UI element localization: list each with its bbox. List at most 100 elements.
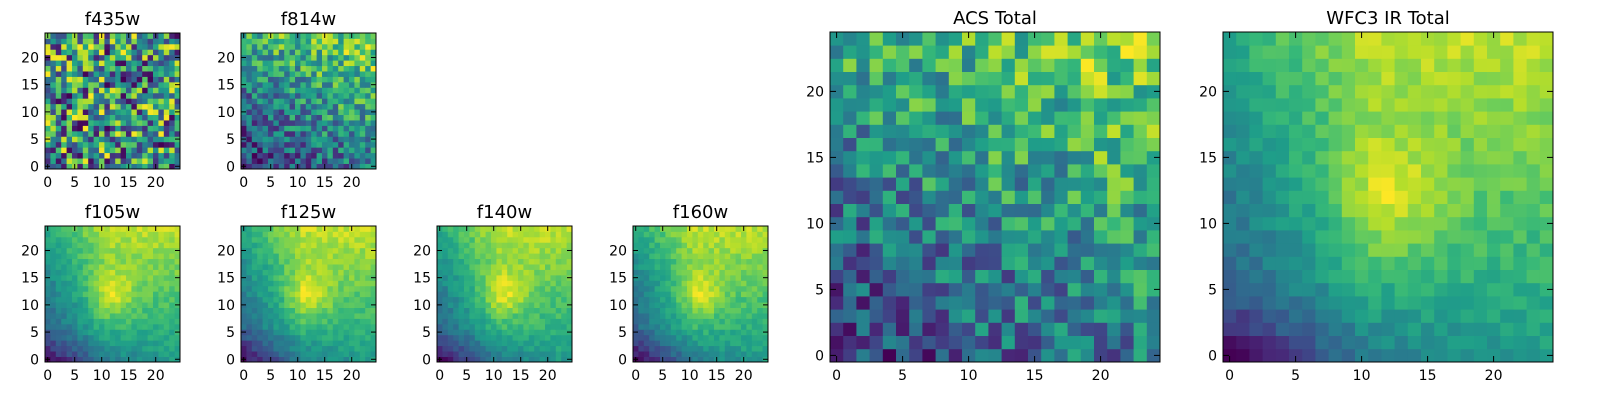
heatmap-cell: [50, 136, 57, 143]
heatmap-cell: [869, 124, 884, 138]
x-tick-label: 20: [539, 368, 557, 384]
heatmap-cell: [501, 302, 508, 308]
heatmap-cell: [843, 32, 857, 46]
heatmap-cell: [523, 356, 530, 363]
heatmap-cell: [257, 158, 263, 164]
heatmap-cell: [665, 242, 672, 249]
heatmap-cell: [1014, 230, 1029, 244]
heatmap-cell: [643, 264, 650, 270]
heatmap-cell: [305, 329, 312, 336]
heatmap-cell: [131, 247, 138, 254]
heatmap-cell: [251, 269, 258, 276]
heatmap-cell: [131, 351, 138, 357]
heatmap-cell: [714, 242, 720, 249]
heatmap-cell: [311, 141, 317, 148]
panel-title: ACS Total: [953, 8, 1037, 29]
heatmap-cell: [1067, 203, 1082, 218]
heatmap-cell: [550, 264, 557, 270]
heatmap-cell: [1539, 296, 1554, 310]
heatmap-cell: [638, 307, 645, 314]
heatmap-cell: [289, 323, 296, 330]
heatmap-cell: [77, 296, 84, 303]
heatmap-cell: [45, 141, 51, 148]
heatmap-cell: [687, 236, 693, 243]
heatmap-cell: [88, 274, 94, 281]
heatmap-cell: [485, 302, 492, 308]
heatmap-cell: [1434, 243, 1448, 257]
heatmap-cell: [349, 264, 355, 270]
heatmap-cell: [55, 163, 62, 170]
heatmap-cell: [464, 274, 470, 281]
heatmap-cell: [762, 231, 769, 238]
heatmap-cell: [458, 318, 465, 325]
heatmap-cell: [354, 242, 361, 249]
heatmap-cell: [174, 242, 181, 249]
heatmap-cell: [566, 345, 573, 352]
heatmap-cell: [120, 236, 127, 243]
heatmap-cell: [246, 43, 253, 50]
heatmap-cell: [757, 356, 763, 363]
heatmap-cell: [322, 158, 328, 164]
heatmap-cell: [708, 318, 715, 325]
heatmap-cell: [61, 253, 67, 260]
heatmap-cell: [82, 54, 89, 61]
heatmap-cell: [295, 136, 301, 143]
heatmap-cell: [1328, 164, 1343, 178]
heatmap-cell: [332, 49, 339, 56]
heatmap-cell: [322, 340, 328, 347]
heatmap-cell: [643, 280, 650, 287]
heatmap-cell: [147, 71, 154, 77]
heatmap-cell: [566, 351, 573, 357]
heatmap-cell: [724, 334, 731, 341]
heatmap-cell: [104, 280, 111, 287]
heatmap-cell: [1368, 348, 1382, 363]
heatmap-cell: [719, 329, 726, 336]
heatmap-cell: [1447, 296, 1461, 310]
heatmap-cell: [278, 87, 285, 94]
heatmap-cell: [988, 296, 1002, 310]
heatmap-cell: [268, 323, 274, 330]
heatmap-cell: [257, 120, 263, 126]
heatmap-cell: [77, 356, 84, 363]
heatmap-cell: [1394, 150, 1409, 165]
heatmap-cell: [246, 307, 253, 314]
y-tick-label: 5: [30, 325, 39, 341]
heatmap-cell: [99, 38, 105, 45]
heatmap-cell: [61, 120, 67, 126]
x-tick-label: 10: [485, 368, 503, 384]
heatmap-cell: [359, 141, 366, 148]
heatmap-cell: [115, 318, 121, 325]
heatmap-cell: [670, 323, 677, 330]
heatmap-cell: [311, 71, 317, 77]
heatmap-cell: [354, 231, 361, 238]
heatmap-cell: [45, 334, 51, 341]
heatmap-cell: [746, 253, 753, 260]
heatmap-cell: [660, 291, 666, 298]
heatmap-cell: [61, 103, 67, 110]
heatmap-cell: [485, 236, 492, 243]
heatmap-cell: [295, 92, 301, 99]
y-tick-label: 5: [226, 132, 235, 148]
heatmap-cell: [1146, 256, 1161, 270]
heatmap-cell: [66, 38, 73, 45]
heatmap-cell: [1041, 230, 1055, 244]
heatmap-cell: [523, 258, 530, 265]
heatmap-cell: [45, 87, 51, 94]
heatmap-cell: [354, 98, 361, 105]
heatmap-cell: [338, 274, 344, 281]
heatmap-cell: [284, 323, 290, 330]
heatmap-cell: [1120, 124, 1134, 138]
heatmap-cell: [300, 163, 307, 170]
heatmap-cell: [1434, 309, 1448, 323]
heatmap-cell: [66, 141, 73, 148]
heatmap-cell: [485, 307, 492, 314]
heatmap-cell: [464, 329, 470, 336]
heatmap-cell: [268, 264, 274, 270]
heatmap-cell: [316, 313, 323, 319]
heatmap-cell: [174, 253, 181, 260]
heatmap-cell: [458, 334, 465, 341]
heatmap-cell: [909, 348, 923, 363]
heatmap-cell: [730, 318, 736, 325]
heatmap-cell: [550, 302, 557, 308]
